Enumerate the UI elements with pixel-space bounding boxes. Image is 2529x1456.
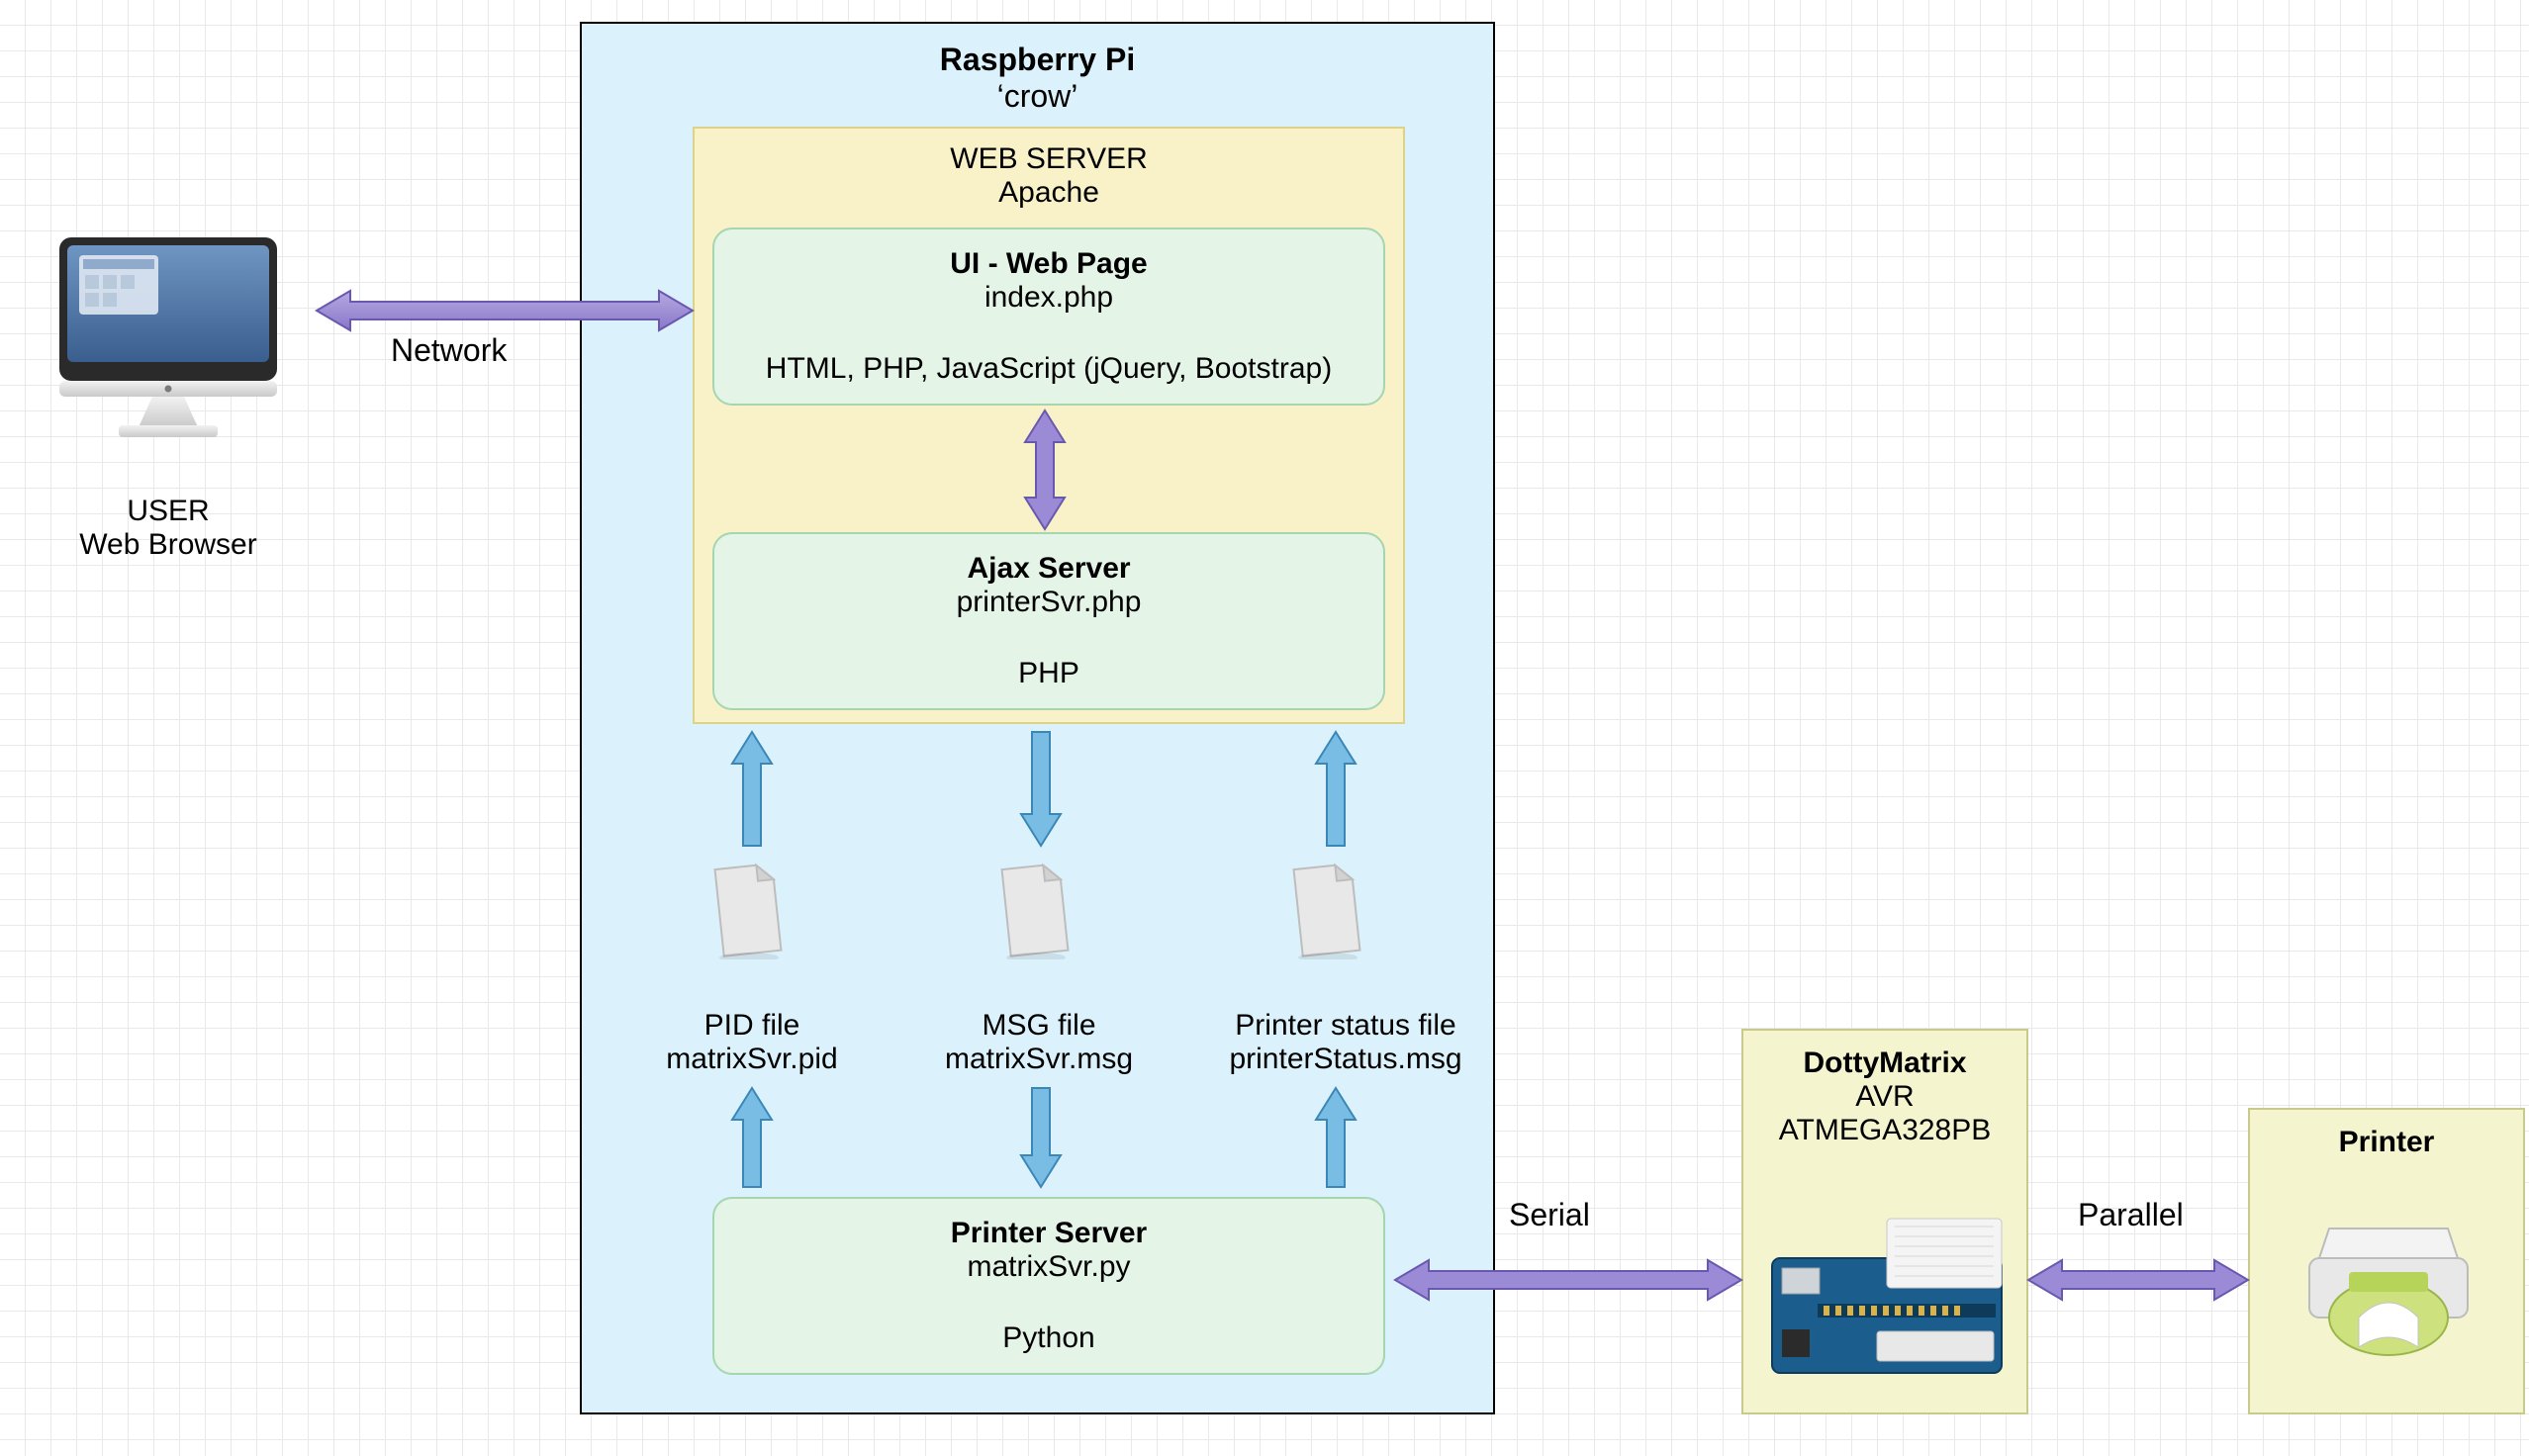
ajax-sub: printerSvr.php — [957, 586, 1142, 618]
user-title: USER — [127, 495, 209, 527]
dotty-title: DottyMatrix — [1803, 1046, 1966, 1079]
printer-server-node: Printer Server matrixSvr.py Python — [712, 1197, 1385, 1375]
label-parallel: Parallel — [2078, 1197, 2184, 1233]
ajax-title: Ajax Server — [967, 552, 1130, 585]
printer-box: Printer — [2248, 1108, 2525, 1414]
dotty-sub1: AVR — [1855, 1080, 1914, 1113]
doc-status-icon — [1286, 861, 1365, 964]
arrow-blue-6 — [1316, 1088, 1356, 1187]
arrow-blue-2 — [1021, 732, 1061, 846]
printer-title: Printer — [2339, 1126, 2435, 1158]
ui-node: UI - Web Page index.php HTML, PHP, JavaS… — [712, 228, 1385, 406]
web-sub: Apache — [998, 176, 1099, 209]
arrow-blue-3 — [1316, 732, 1356, 846]
cap-msg-name: matrixSvr.msg — [945, 1043, 1133, 1075]
pi-sub: ‘crow’ — [997, 78, 1078, 114]
ajax-node: Ajax Server printerSvr.php PHP — [712, 532, 1385, 710]
arrow-blue-4 — [732, 1088, 772, 1187]
cap-pid-title: PID file — [704, 1009, 800, 1042]
arrow-blue-5 — [1021, 1088, 1061, 1187]
cap-status-name: printerStatus.msg — [1229, 1043, 1461, 1075]
psrv-title: Printer Server — [951, 1217, 1147, 1249]
diagram-stage: USER Web Browser Raspberry Pi ‘crow’ WEB… — [0, 0, 2529, 1456]
arduino-icon — [1768, 1209, 2006, 1377]
doc-pid-icon — [707, 861, 787, 964]
psrv-sub: matrixSvr.py — [967, 1250, 1130, 1283]
cap-msg: MSG file matrixSvr.msg — [920, 1009, 1158, 1076]
ui-tech: HTML, PHP, JavaScript (jQuery, Bootstrap… — [714, 352, 1383, 386]
printer-icon — [2299, 1219, 2478, 1367]
user-caption: USER Web Browser — [40, 495, 297, 562]
psrv-tech: Python — [714, 1321, 1383, 1355]
dotty-sub2: ATMEGA328PB — [1779, 1114, 1992, 1146]
ui-sub: index.php — [984, 281, 1113, 314]
cap-status-title: Printer status file — [1235, 1009, 1455, 1042]
arrow-parallel — [2028, 1256, 2248, 1304]
arrow-network — [317, 287, 693, 334]
label-serial: Serial — [1509, 1197, 1590, 1233]
user-computer-icon — [49, 228, 287, 445]
dottymatrix-box: DottyMatrix AVR ATMEGA328PB — [1741, 1029, 2028, 1414]
ajax-tech: PHP — [714, 657, 1383, 690]
cap-msg-title: MSG file — [982, 1009, 1095, 1042]
pi-title: Raspberry Pi — [940, 42, 1135, 77]
web-title: WEB SERVER — [950, 142, 1148, 175]
user-sub: Web Browser — [79, 528, 257, 561]
ui-title: UI - Web Page — [950, 247, 1147, 280]
cap-pid: PID file matrixSvr.pid — [633, 1009, 871, 1076]
cap-pid-name: matrixSvr.pid — [666, 1043, 837, 1075]
arrow-serial — [1395, 1256, 1741, 1304]
arrow-ui-ajax — [1021, 410, 1069, 529]
doc-msg-icon — [994, 861, 1074, 964]
cap-status: Printer status file printerStatus.msg — [1197, 1009, 1494, 1076]
arrow-blue-1 — [732, 732, 772, 846]
label-network: Network — [391, 332, 507, 369]
